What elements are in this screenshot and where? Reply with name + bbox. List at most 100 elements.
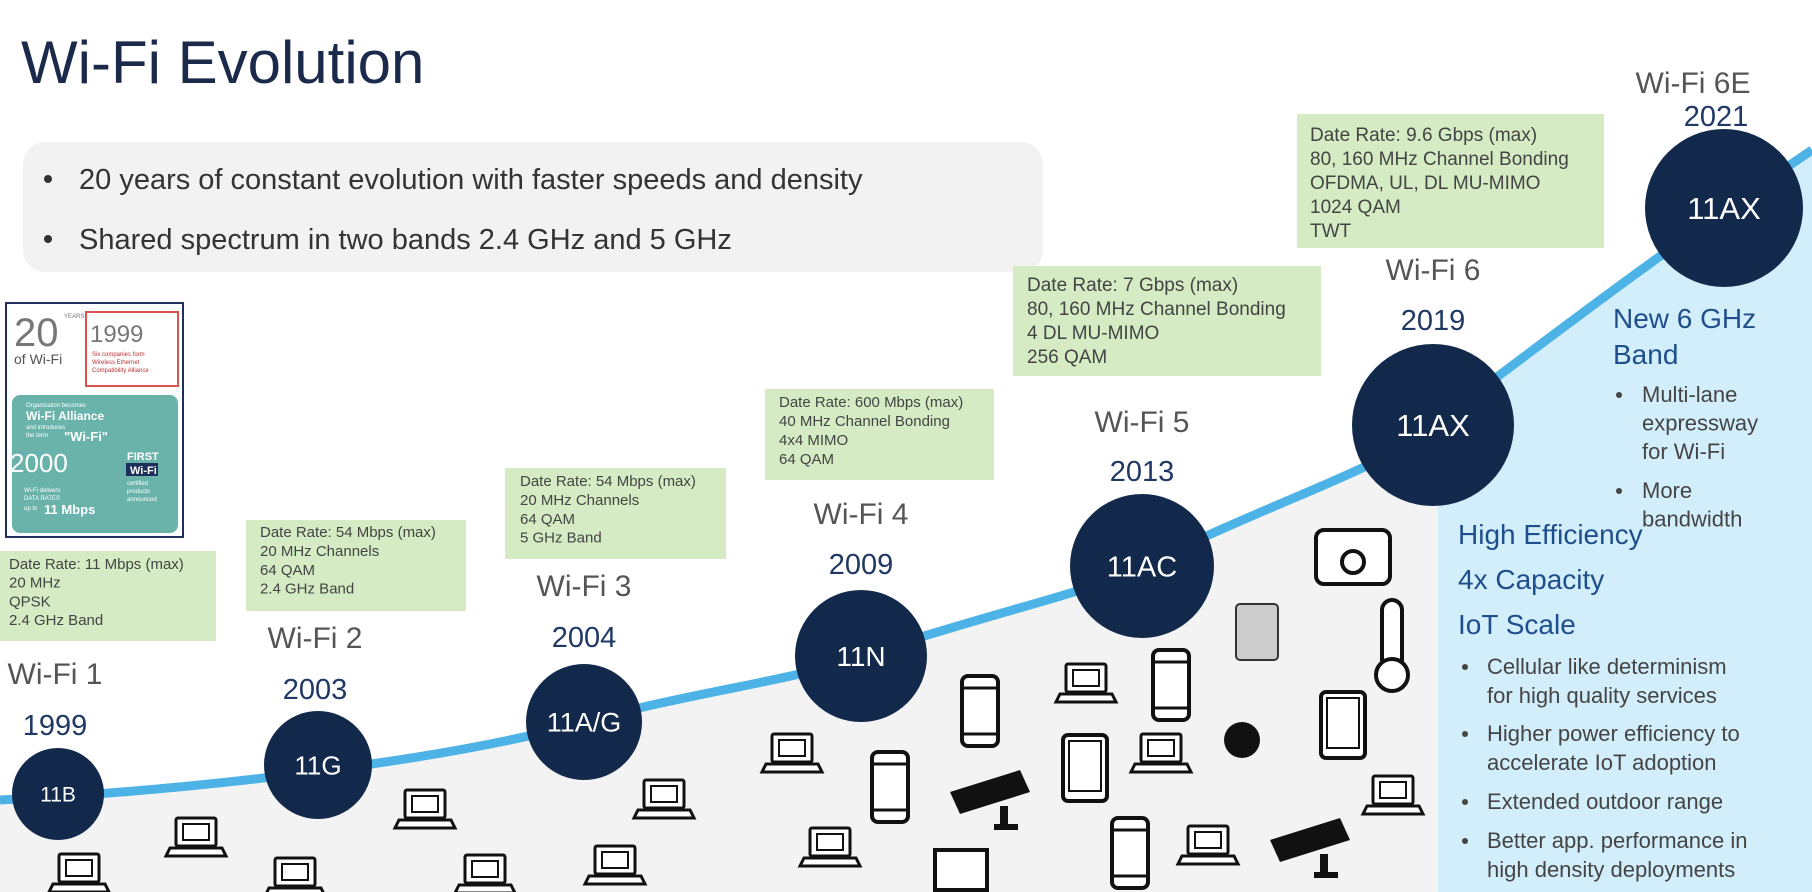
spec-line: QPSK bbox=[9, 593, 51, 610]
spec-line: 1024 QAM bbox=[1310, 197, 1401, 218]
spec-line: Date Rate: 7 Gbps (max) bbox=[1027, 275, 1238, 296]
inset-text: FIRST bbox=[127, 451, 159, 463]
generation-year: 2019 bbox=[1401, 305, 1466, 337]
generation-year: 2004 bbox=[552, 622, 617, 654]
standard-circle bbox=[1645, 129, 1803, 287]
inset-text: "Wi-Fi" bbox=[64, 429, 108, 444]
generation-year: 2003 bbox=[283, 674, 348, 706]
generation-name: Wi-Fi 6 bbox=[1386, 254, 1481, 287]
spec-line: 256 QAM bbox=[1027, 347, 1107, 368]
bullet-dot bbox=[1462, 838, 1468, 844]
efficiency-heading: 4x Capacity bbox=[1458, 564, 1604, 595]
spec-line: 40 MHz Channel Bonding bbox=[779, 413, 950, 430]
bullet-dot bbox=[44, 235, 52, 243]
bullet-text: 20 years of constant evolution with fast… bbox=[79, 164, 863, 196]
spec-line: TWT bbox=[1310, 221, 1352, 242]
bullet-dot bbox=[1462, 731, 1468, 737]
standard-circle bbox=[12, 748, 104, 840]
inset-text: YEARS bbox=[64, 314, 84, 320]
generation-name: Wi-Fi 2 bbox=[268, 622, 363, 655]
inset-text: Organization becomes bbox=[26, 403, 86, 409]
inset-text: certified bbox=[127, 481, 148, 487]
efficiency-bullet: for high quality services bbox=[1487, 683, 1717, 708]
inset-text: 1999 bbox=[90, 321, 143, 348]
spec-line: 20 MHz bbox=[9, 575, 61, 592]
band-bullet: for Wi-Fi bbox=[1642, 439, 1725, 464]
inset-text: of Wi-Fi bbox=[14, 351, 62, 367]
inset-text: and introduces bbox=[26, 425, 65, 431]
spec-line: 4 DL MU-MIMO bbox=[1027, 323, 1159, 344]
standard-label: 11N bbox=[836, 641, 885, 672]
inset-text: announced bbox=[127, 497, 157, 503]
bullet-dot bbox=[1616, 392, 1622, 398]
spec-line: OFDMA, UL, DL MU-MIMO bbox=[1310, 173, 1540, 194]
spec-box bbox=[246, 520, 466, 611]
spec-line: 80, 160 MHz Channel Bonding bbox=[1027, 299, 1286, 320]
inset-text: Wireless Ethernet bbox=[92, 360, 140, 366]
spec-box bbox=[0, 551, 216, 641]
standard-circle bbox=[1070, 494, 1214, 638]
bullet-dot bbox=[44, 175, 52, 183]
efficiency-bullet: Better app. performance in bbox=[1487, 828, 1747, 853]
standard-circle bbox=[526, 664, 642, 780]
band-title: New 6 GHz bbox=[1613, 303, 1756, 334]
spec-line: Date Rate: 54 Mbps (max) bbox=[260, 524, 436, 541]
inset-text: Wi-Fi bbox=[130, 465, 157, 477]
band-bullet: More bbox=[1642, 478, 1692, 503]
inset-text: Compatibility Alliance bbox=[92, 368, 149, 374]
spec-box bbox=[505, 468, 726, 559]
device-icons bbox=[47, 528, 1425, 892]
efficiency-heading: High Efficiency bbox=[1458, 519, 1643, 550]
standard-circle bbox=[795, 590, 927, 722]
bullet-dot bbox=[1462, 799, 1468, 805]
spec-line: 64 QAM bbox=[520, 511, 575, 528]
standard-circle bbox=[1352, 344, 1514, 506]
inset-text: DATA RATES bbox=[24, 496, 60, 502]
bullet-dot bbox=[1462, 664, 1468, 670]
generation-year: 1999 bbox=[23, 710, 88, 742]
spec-line: 5 GHz Band bbox=[520, 530, 602, 547]
efficiency-bullet: Extended outdoor range bbox=[1487, 789, 1723, 814]
spec-line: 20 MHz Channels bbox=[520, 492, 639, 509]
spec-line: Date Rate: 600 Mbps (max) bbox=[779, 394, 963, 411]
spec-box bbox=[1013, 266, 1321, 376]
evolution-curve bbox=[0, 146, 1812, 805]
bullet-dot bbox=[1616, 488, 1622, 494]
spec-line: 64 QAM bbox=[779, 451, 834, 468]
spec-line: 20 MHz Channels bbox=[260, 543, 379, 560]
efficiency-bullet: Higher power efficiency to bbox=[1487, 721, 1740, 746]
band-bullet: bandwidth bbox=[1642, 507, 1742, 532]
inset-text: Wi-Fi delivers bbox=[24, 488, 60, 494]
band-bullet: Multi-lane bbox=[1642, 382, 1737, 407]
spec-line: 4x4 MIMO bbox=[779, 432, 848, 449]
standard-label: 11AC bbox=[1107, 551, 1177, 583]
spec-line: Date Rate: 9.6 Gbps (max) bbox=[1310, 125, 1537, 146]
spec-line: 2.4 GHz Band bbox=[9, 612, 103, 629]
inset-text: products bbox=[127, 489, 150, 495]
inset-text: 11 Mbps bbox=[44, 502, 95, 517]
generation-year: 2009 bbox=[829, 549, 894, 581]
generation-name: Wi-Fi 1 bbox=[8, 658, 103, 691]
inset-text: Six companies form bbox=[92, 352, 145, 358]
spec-line: Date Rate: 54 Mbps (max) bbox=[520, 473, 696, 490]
spec-line: 64 QAM bbox=[260, 562, 315, 579]
efficiency-heading: IoT Scale bbox=[1458, 609, 1576, 640]
bullet-text: Shared spectrum in two bands 2.4 GHz and… bbox=[79, 224, 732, 256]
band-bullet: expressway bbox=[1642, 411, 1758, 436]
generation-name: Wi-Fi 6E bbox=[1636, 67, 1751, 100]
standard-label: 11A/G bbox=[547, 708, 622, 738]
generation-name: Wi-Fi 5 bbox=[1095, 406, 1190, 439]
generation-name: Wi-Fi 3 bbox=[537, 570, 632, 603]
generation-year: 2013 bbox=[1110, 456, 1175, 488]
standard-label: 11AX bbox=[1687, 191, 1761, 226]
spec-line: 80, 160 MHz Channel Bonding bbox=[1310, 149, 1569, 170]
spec-box bbox=[765, 389, 994, 480]
spec-line: Date Rate: 11 Mbps (max) bbox=[9, 556, 184, 573]
spec-box bbox=[1297, 114, 1604, 248]
bullet-box bbox=[23, 142, 1043, 272]
efficiency-bullet: Cellular like determinism bbox=[1487, 654, 1727, 679]
generation-name: Wi-Fi 4 bbox=[814, 498, 909, 531]
efficiency-bullet: accelerate IoT adoption bbox=[1487, 750, 1717, 775]
